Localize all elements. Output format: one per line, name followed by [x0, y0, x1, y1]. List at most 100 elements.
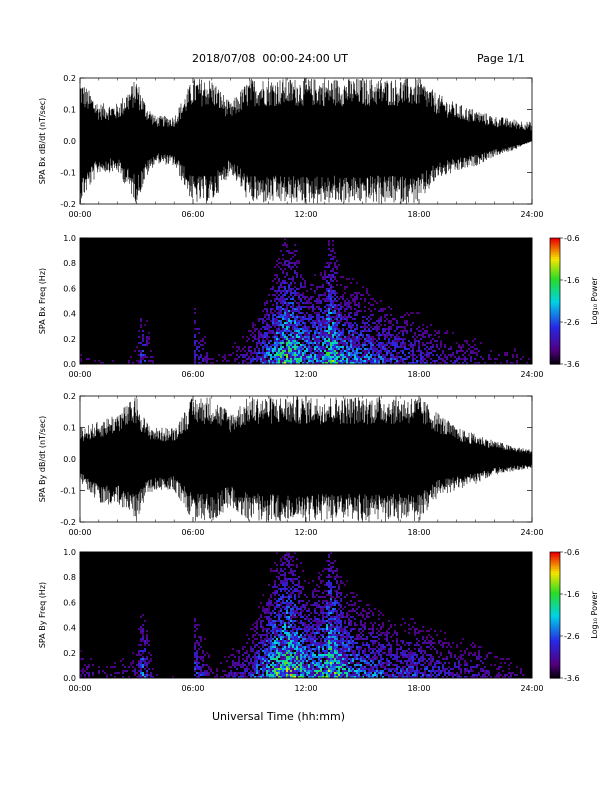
spectrogram-cell: [412, 350, 414, 352]
spectrogram-cell: [418, 340, 420, 342]
spectrogram-cell: [146, 630, 148, 632]
spectrogram-cell: [374, 670, 376, 672]
spectrogram-cell: [352, 604, 354, 606]
spectrogram-cell: [202, 360, 204, 362]
spectrogram-cell: [302, 286, 304, 288]
spectrogram-cell: [200, 674, 202, 676]
spectrogram-cell: [88, 664, 90, 666]
spectrogram-cell: [506, 362, 508, 364]
spectrogram-cell: [294, 362, 296, 364]
spectrogram-cell: [212, 362, 214, 364]
spectrogram-cell: [196, 676, 198, 678]
spectrogram-cell: [272, 322, 274, 324]
spectrogram-cell: [280, 632, 282, 634]
spectrogram-cell: [322, 324, 324, 326]
spectrogram-cell: [326, 612, 328, 614]
spectrogram-cell: [262, 664, 264, 666]
spectrogram-cell: [310, 638, 312, 640]
spectrogram-cell: [308, 308, 310, 310]
spectrogram-cell: [298, 622, 300, 624]
spectrogram-cell: [228, 354, 230, 356]
spectrogram-cell: [334, 586, 336, 588]
spectrogram-cell: [318, 326, 320, 328]
spectrogram-cell: [298, 356, 300, 358]
spectrogram-cell: [270, 660, 272, 662]
spectrogram-cell: [324, 276, 326, 278]
spectrogram-cell: [270, 622, 272, 624]
spectrogram-cell: [340, 600, 342, 602]
spectrogram-cell: [412, 336, 414, 338]
spectrogram-cell: [286, 652, 288, 654]
spectrogram-cell: [208, 668, 210, 670]
spectrogram-cell: [360, 614, 362, 616]
spectrogram-cell: [312, 656, 314, 658]
spectrogram-cell: [348, 662, 350, 664]
spectrogram-cell: [354, 312, 356, 314]
spectrogram-cell: [320, 662, 322, 664]
spectrogram-cell: [394, 344, 396, 346]
colorbar-segment: [550, 355, 560, 359]
spectrogram-cell: [358, 668, 360, 670]
spectrogram-cell: [396, 334, 398, 336]
spectrogram-cell: [298, 306, 300, 308]
spectrogram-cell: [346, 344, 348, 346]
spectrogram-cell: [254, 338, 256, 340]
spectrogram-cell: [288, 342, 290, 344]
spectrogram-cell: [290, 338, 292, 340]
spectrogram-cell: [332, 244, 334, 246]
spectrogram-cell: [298, 332, 300, 334]
spectrogram-cell: [404, 362, 406, 364]
spectrogram-cell: [296, 632, 298, 634]
spectrogram-cell: [356, 310, 358, 312]
spectrogram-cell: [288, 310, 290, 312]
spectrogram-cell: [388, 346, 390, 348]
spectrogram-cell: [356, 326, 358, 328]
spectrogram-cell: [280, 348, 282, 350]
spectrogram-cell: [342, 632, 344, 634]
spectrogram-cell: [422, 362, 424, 364]
spectrogram-cell: [368, 674, 370, 676]
spectrogram-cell: [336, 318, 338, 320]
spectrogram-cell: [368, 668, 370, 670]
spectrogram-cell: [376, 664, 378, 666]
colorbar-tick-label: -0.6: [564, 234, 580, 243]
spectrogram-cell: [474, 348, 476, 350]
spectrogram-cell: [286, 640, 288, 642]
spectrogram-cell: [150, 676, 152, 678]
spectrogram-cell: [272, 626, 274, 628]
spectrogram-cell: [372, 648, 374, 650]
spectrogram-cell: [282, 272, 284, 274]
spectrogram-cell: [484, 362, 486, 364]
spectrogram-cell: [402, 360, 404, 362]
spectrogram-cell: [396, 354, 398, 356]
spectrogram-cell: [394, 350, 396, 352]
spectrogram-cell: [288, 316, 290, 318]
spectrogram-cell: [308, 656, 310, 658]
spectrogram-cell: [308, 658, 310, 660]
spectrogram-cell: [342, 616, 344, 618]
spectrogram-cell: [350, 334, 352, 336]
spectrogram-cell: [316, 344, 318, 346]
spectrogram-cell: [330, 250, 332, 252]
spectrogram-cell: [294, 660, 296, 662]
spectrogram-cell: [300, 676, 302, 678]
spectrogram-cell: [372, 658, 374, 660]
spectrogram-cell: [300, 562, 302, 564]
spectrogram-cell: [244, 674, 246, 676]
spectrogram-cell: [318, 668, 320, 670]
spectrogram-cell: [280, 602, 282, 604]
spectrogram-cell: [376, 324, 378, 326]
spectrogram-cell: [388, 322, 390, 324]
spectrogram-cell: [462, 350, 464, 352]
spectrogram-cell: [348, 672, 350, 674]
spectrogram-cell: [428, 336, 430, 338]
spectrogram-cell: [326, 334, 328, 336]
spectrogram-cell: [250, 360, 252, 362]
spectrogram-cell: [296, 628, 298, 630]
spectrogram-cell: [378, 318, 380, 320]
spectrogram-cell: [298, 636, 300, 638]
spectrogram-cell: [380, 344, 382, 346]
spectrogram-cell: [278, 298, 280, 300]
spectrogram-cell: [234, 662, 236, 664]
spectrogram-cell: [274, 636, 276, 638]
